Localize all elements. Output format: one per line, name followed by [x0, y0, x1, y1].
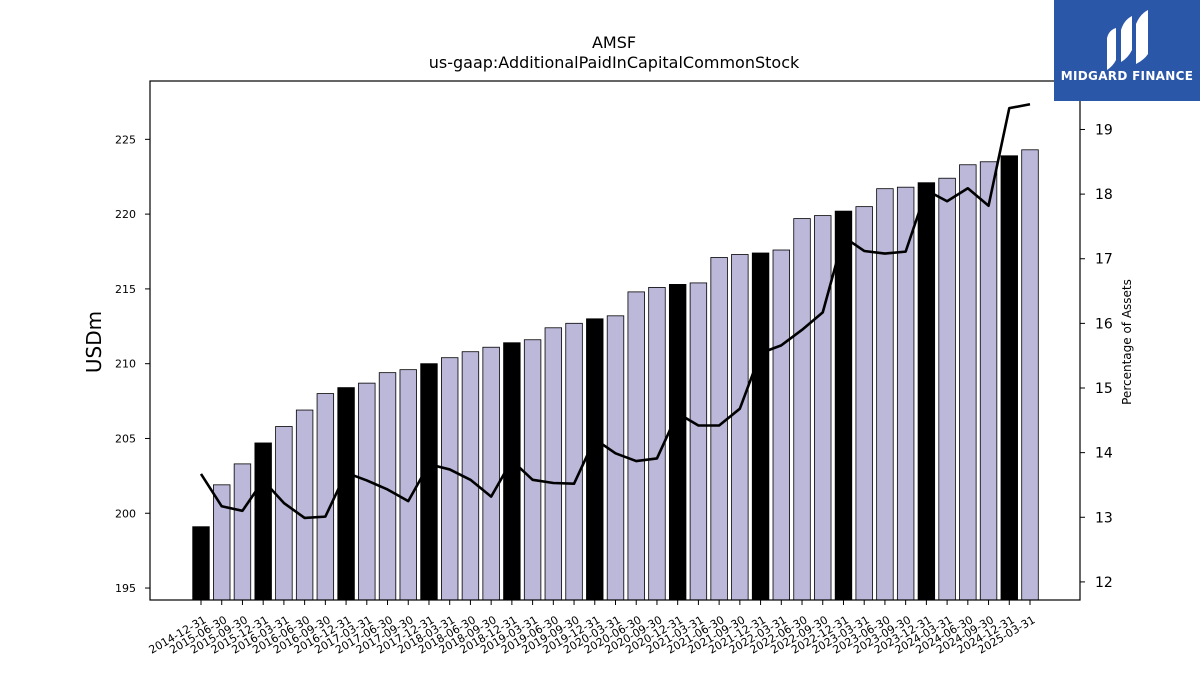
y-axis-label-left: USDm — [82, 311, 106, 373]
bar-2024-09-30 — [979, 161, 998, 601]
bar-2016-06-30 — [295, 409, 314, 601]
bar-2023-03-31 — [855, 206, 873, 601]
y-left-tick-label: 220 — [115, 208, 136, 221]
bar-2017-09-30 — [399, 369, 417, 601]
y-right-tick-label: 18 — [1095, 187, 1113, 203]
y-left-axis: 195 200 205 210 215 220 225 — [115, 133, 150, 595]
bar-2019-03-31 — [523, 339, 542, 601]
bar-2021-06-30 — [710, 257, 728, 601]
y-axis-label-right: Percentage of Assets — [1120, 279, 1134, 405]
bar-2022-09-30 — [814, 215, 832, 601]
y-left-tick-label: 210 — [115, 358, 136, 371]
bar-2022-12-31 — [834, 210, 853, 601]
bar-2016-09-30 — [316, 393, 335, 601]
bar-2025-03-31 — [1021, 149, 1039, 601]
bar-2019-12-31 — [586, 318, 604, 601]
bar-2022-06-30 — [793, 218, 811, 601]
bar-2023-12-31 — [917, 182, 936, 601]
bar-2020-03-31 — [606, 315, 625, 601]
bar-2016-03-31 — [275, 426, 293, 601]
logo-text: MIDGARD FINANCE — [1061, 69, 1193, 83]
bar-2019-06-30 — [544, 327, 563, 601]
bar-2015-09-30 — [233, 463, 252, 601]
y-right-tick-label: 12 — [1095, 575, 1113, 591]
bar-2023-06-30 — [876, 188, 894, 601]
bar-2017-03-31 — [358, 382, 376, 601]
bar-2024-06-30 — [959, 164, 977, 601]
line-layer — [199, 102, 1031, 520]
bar-2024-12-31 — [1000, 155, 1018, 601]
bars-layer — [192, 149, 1039, 601]
y-left-tick-label: 205 — [115, 432, 136, 445]
y-right-tick-label: 15 — [1095, 381, 1113, 397]
x-axis: 2014-12-312015-06-302015-09-302015-12-31… — [147, 600, 1038, 657]
bar-2022-03-31 — [772, 249, 790, 601]
bar-2015-06-30 — [213, 484, 231, 601]
y-right-tick-label: 14 — [1095, 446, 1113, 462]
y-left-tick-label: 215 — [115, 283, 136, 296]
bar-2021-12-31 — [751, 252, 770, 601]
bar-2024-03-31 — [938, 177, 956, 601]
bar-2017-12-31 — [420, 363, 438, 601]
y-right-tick-label: 17 — [1095, 252, 1113, 268]
bar-2020-12-31 — [668, 284, 687, 601]
bar-2021-03-31 — [689, 282, 708, 601]
chart-title: AMSF — [592, 33, 636, 52]
y-left-tick-label: 225 — [115, 133, 136, 146]
logo-mark-icon — [1107, 10, 1148, 70]
bar-2018-09-30 — [482, 346, 500, 601]
y-left-tick-label: 195 — [115, 582, 136, 595]
y-right-tick-label: 13 — [1095, 510, 1113, 526]
y-right-tick-label: 16 — [1095, 316, 1113, 332]
chart-subtitle: us-gaap:AdditionalPaidInCapitalCommonSto… — [429, 53, 800, 72]
bar-2014-12-31 — [192, 526, 210, 601]
bar-2015-12-31 — [254, 442, 272, 601]
y-right-axis: 12 13 14 15 16 17 18 19 — [1080, 122, 1113, 591]
y-left-tick-label: 200 — [115, 507, 136, 520]
bar-2019-09-30 — [565, 322, 583, 601]
bar-2016-12-31 — [337, 387, 355, 601]
bar-2020-06-30 — [627, 291, 645, 601]
y-right-tick-label: 19 — [1095, 122, 1113, 138]
brand-logo: MIDGARD FINANCE — [1054, 0, 1200, 101]
bar-2021-09-30 — [731, 254, 749, 601]
bar-2018-03-31 — [441, 357, 459, 601]
